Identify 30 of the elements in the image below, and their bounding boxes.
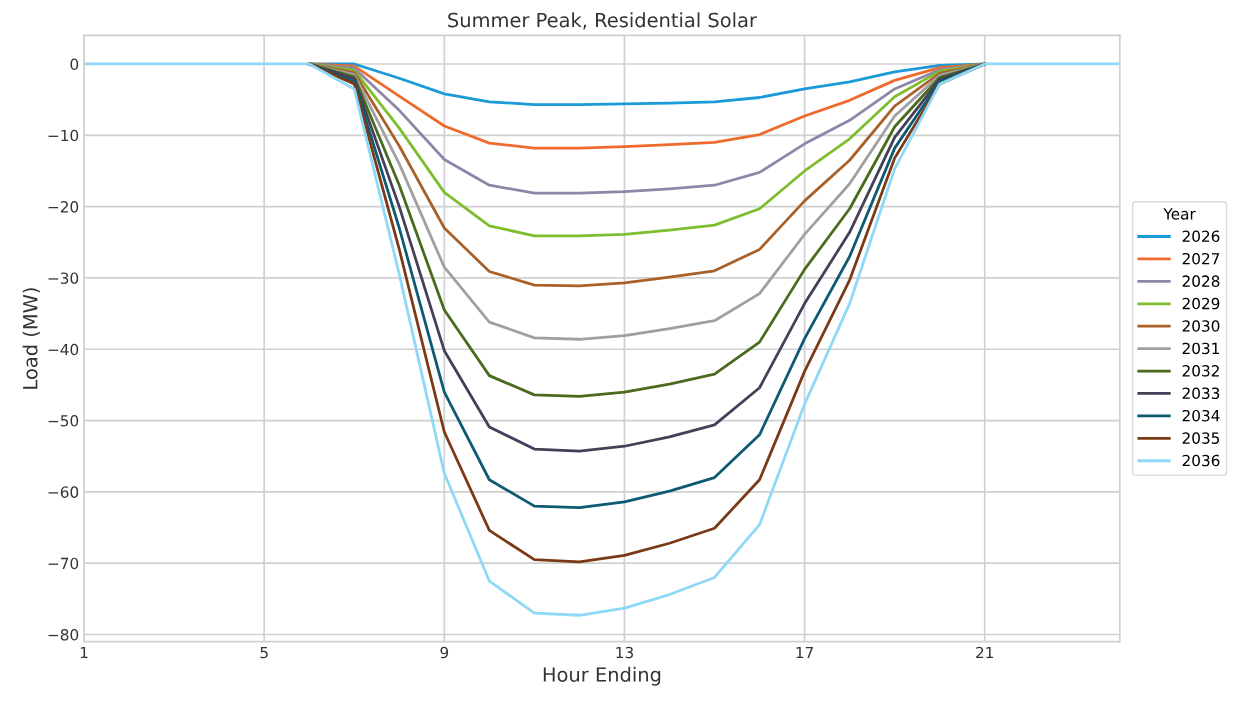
legend-label: 2032 (1182, 365, 1219, 377)
legend-label: 2029 (1182, 297, 1220, 310)
x-tick-label: 9 (440, 646, 449, 659)
y-tick-label: −30 (48, 272, 79, 284)
legend-label: 2034 (1182, 409, 1220, 422)
y-tick-label: −80 (48, 628, 79, 641)
y-tick-label: −40 (48, 343, 79, 356)
legend-label: 2031 (1182, 342, 1219, 355)
x-tick-label: 13 (616, 646, 633, 659)
x-tick-label: 5 (260, 646, 268, 659)
x-tick-label: 17 (796, 646, 813, 659)
y-axis-title: Load (MW) (22, 288, 40, 389)
legend-label: 2026 (1182, 230, 1220, 243)
y-tick-label: −10 (48, 129, 79, 142)
legend-label: 2033 (1182, 387, 1220, 400)
x-tick-label: 1 (80, 646, 88, 659)
y-tick-label: −20 (48, 201, 79, 213)
legend-label: 2035 (1182, 432, 1220, 444)
x-axis-title: Hour Ending (543, 666, 661, 686)
y-tick-label: −70 (48, 557, 79, 570)
y-tick-label: −50 (48, 415, 79, 427)
y-tick-label: −60 (48, 486, 79, 498)
y-tick-label: 0 (70, 58, 79, 70)
legend-title: Year (1163, 208, 1196, 220)
legend-label: 2036 (1182, 454, 1220, 467)
x-tick-label: 21 (976, 646, 994, 659)
legend-label: 2030 (1182, 320, 1220, 332)
legend-label: 2027 (1182, 252, 1220, 265)
chart-title: Summer Peak, Residential Solar (448, 12, 757, 30)
legend-label: 2028 (1182, 275, 1220, 287)
